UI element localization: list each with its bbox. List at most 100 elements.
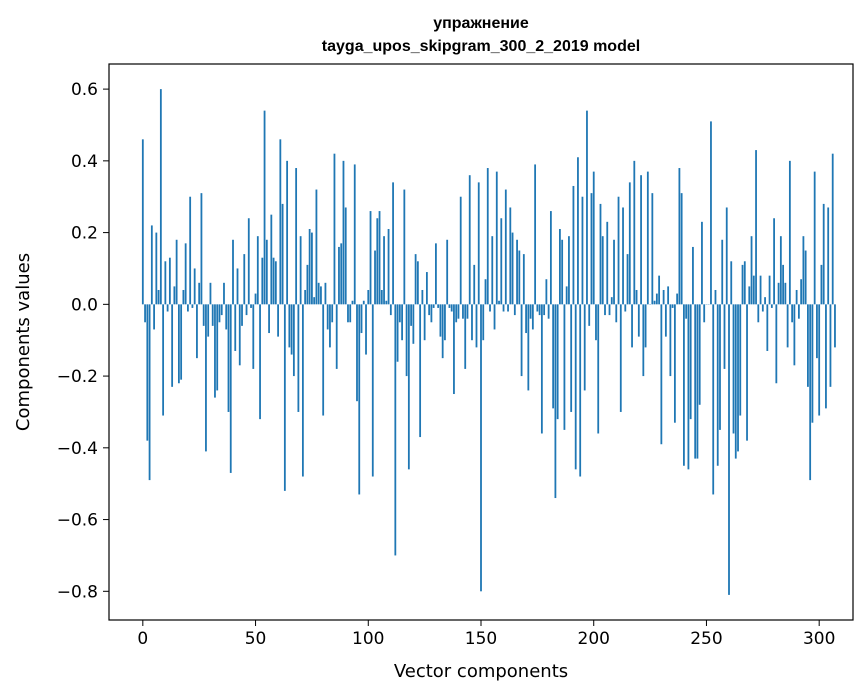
bar (831, 153, 834, 305)
bar (468, 175, 471, 305)
bar (254, 293, 257, 305)
bar (725, 207, 728, 305)
bar (786, 304, 789, 348)
bar (227, 304, 230, 412)
bar (559, 229, 561, 305)
bar (500, 218, 503, 305)
bar (187, 304, 189, 312)
bar (825, 304, 827, 409)
bar (333, 153, 336, 305)
bar (807, 304, 809, 387)
bar (225, 304, 228, 330)
bar (572, 185, 575, 305)
bar (290, 304, 293, 355)
bar (480, 304, 482, 592)
bar (425, 272, 428, 305)
bar (804, 250, 807, 305)
bar (394, 304, 397, 556)
bar (306, 264, 309, 305)
bar (716, 304, 719, 466)
bar (236, 268, 239, 305)
bar (498, 300, 500, 305)
y-tick-label: 0.4 (71, 152, 98, 172)
bar (344, 207, 347, 305)
bar (820, 264, 823, 305)
bar (588, 304, 591, 326)
bar (570, 304, 573, 412)
y-axis-label: Components values (13, 253, 34, 431)
bar (687, 304, 690, 470)
bar (743, 261, 746, 305)
bar (383, 236, 385, 305)
bar (642, 304, 645, 377)
bar (732, 304, 735, 434)
bar (719, 304, 721, 430)
bar (389, 304, 392, 316)
bar (518, 250, 521, 305)
bar (405, 304, 408, 377)
bar (421, 289, 424, 305)
y-axis: 0.6 0.4 0.2 0.0 −0.2 −0.4 −0.6 −0.8 (57, 80, 109, 602)
bar (746, 304, 748, 441)
bar (180, 304, 183, 380)
bar (534, 164, 537, 305)
bar (403, 189, 406, 305)
bar (597, 304, 600, 434)
bar (615, 304, 618, 323)
bar (698, 304, 701, 405)
bar (626, 254, 629, 305)
bar (617, 196, 620, 305)
bar (764, 297, 766, 305)
bar (148, 304, 151, 481)
bar (782, 264, 785, 305)
bar (205, 304, 207, 452)
bar (252, 304, 255, 369)
bar (637, 304, 640, 337)
bar (423, 304, 426, 341)
bar (277, 304, 279, 337)
bar (428, 304, 431, 316)
bar (669, 304, 672, 377)
bar (651, 193, 654, 305)
bar (220, 304, 223, 316)
bar (739, 304, 742, 416)
bar (721, 239, 724, 305)
bar (701, 221, 703, 305)
bar (164, 261, 167, 305)
x-tick-label: 150 (465, 629, 497, 649)
bar (432, 304, 435, 308)
bar (635, 289, 638, 305)
bar (340, 243, 343, 305)
bar (561, 239, 564, 305)
bar (353, 164, 356, 305)
bar (157, 289, 160, 305)
bar (250, 304, 252, 308)
bar (247, 218, 250, 305)
bar (601, 236, 604, 305)
x-axis-label: Vector components (394, 661, 568, 682)
y-tick-label: 0.0 (71, 295, 98, 315)
bar (362, 300, 365, 305)
bar (193, 268, 196, 305)
bar (779, 236, 782, 305)
bar (367, 289, 370, 305)
bar (182, 289, 185, 305)
bar (338, 246, 340, 305)
bar (326, 304, 329, 330)
bar (304, 289, 307, 305)
bar (714, 289, 717, 305)
bar (685, 304, 688, 319)
bar (710, 121, 712, 305)
bar (153, 304, 155, 330)
bar (696, 304, 699, 459)
bar (320, 286, 322, 305)
bar (504, 189, 507, 305)
bar (795, 289, 798, 305)
bar (301, 304, 304, 477)
bar (297, 304, 300, 412)
x-tick-label: 300 (803, 629, 835, 649)
bar (667, 286, 670, 305)
bar (543, 304, 546, 316)
bar (673, 304, 676, 423)
